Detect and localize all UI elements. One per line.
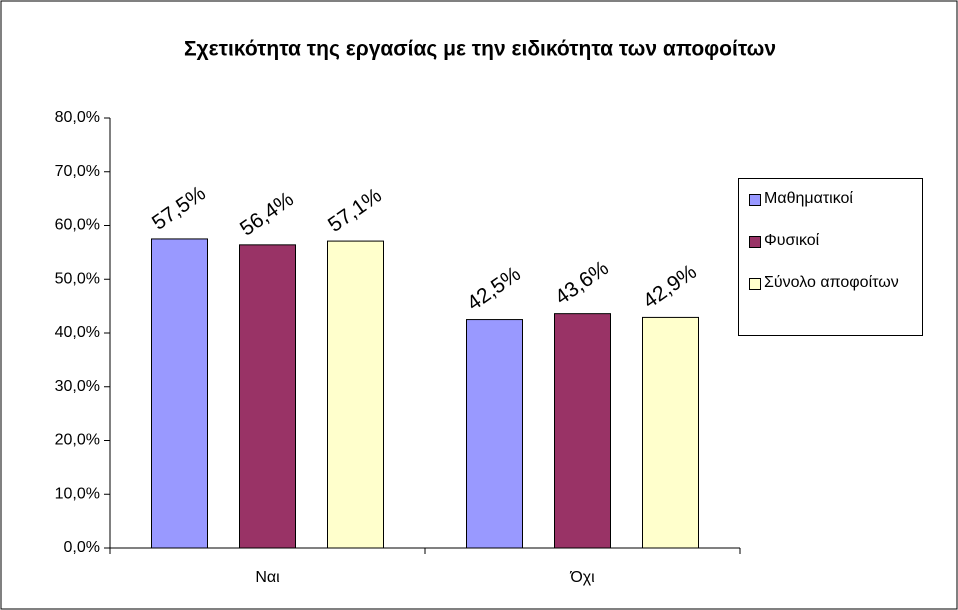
y-tick-label: 80,0% bbox=[55, 109, 100, 126]
legend-swatch bbox=[749, 278, 761, 290]
bar bbox=[642, 316, 699, 549]
y-tick-label: 50,0% bbox=[55, 270, 100, 287]
y-tick-label: 10,0% bbox=[55, 485, 100, 502]
y-tick-label: 60,0% bbox=[55, 217, 100, 234]
chart-title: Σχετικότητα της εργασίας με την ειδικότη… bbox=[184, 38, 776, 61]
legend-entry: Φυσικοί bbox=[749, 231, 922, 251]
y-tick-label: 30,0% bbox=[55, 378, 100, 395]
y-tick-label: 0,0% bbox=[64, 539, 100, 556]
legend: Μαθηματικοί Φυσικοί Σύνολο αποφοίτων bbox=[738, 178, 923, 336]
legend-label: Σύνολο αποφοίτων bbox=[764, 274, 899, 291]
bar bbox=[466, 319, 523, 549]
x-tick-label: Όχι bbox=[569, 569, 595, 586]
bar bbox=[239, 244, 296, 549]
legend-entry: Μαθηματικοί bbox=[749, 189, 922, 209]
legend-label: Φυσικοί bbox=[764, 232, 820, 249]
y-tick-label: 70,0% bbox=[55, 163, 100, 180]
bar bbox=[151, 238, 208, 549]
x-tick-label: Ναι bbox=[255, 569, 280, 586]
legend-label: Μαθηματικοί bbox=[764, 190, 853, 207]
y-tick-label: 40,0% bbox=[55, 324, 100, 341]
legend-swatch bbox=[749, 194, 761, 206]
bar bbox=[327, 240, 384, 549]
bar bbox=[554, 313, 611, 549]
legend-swatch bbox=[749, 236, 761, 248]
legend-entry: Σύνολο αποφοίτων bbox=[749, 273, 922, 293]
y-tick-label: 20,0% bbox=[55, 432, 100, 449]
